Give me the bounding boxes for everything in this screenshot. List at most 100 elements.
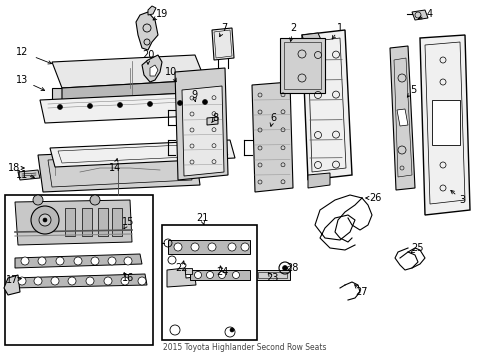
Text: 18: 18: [8, 163, 20, 173]
Polygon shape: [40, 92, 215, 123]
Text: 15: 15: [122, 217, 134, 227]
Bar: [258, 272, 286, 278]
Text: 3: 3: [458, 195, 464, 205]
Bar: [98, 208, 108, 236]
Polygon shape: [302, 30, 351, 180]
Circle shape: [229, 328, 234, 332]
Text: 22: 22: [175, 263, 188, 273]
Text: 4: 4: [426, 9, 432, 19]
Text: 11: 11: [16, 170, 28, 180]
Polygon shape: [411, 10, 427, 20]
Polygon shape: [12, 274, 147, 288]
Circle shape: [207, 243, 216, 251]
Bar: [168, 240, 249, 254]
Circle shape: [58, 104, 62, 109]
Circle shape: [121, 277, 129, 285]
Bar: [190, 270, 249, 280]
Circle shape: [34, 277, 42, 285]
Bar: [280, 38, 325, 93]
Polygon shape: [206, 117, 218, 125]
Text: 24: 24: [215, 267, 228, 277]
Circle shape: [241, 243, 248, 251]
Polygon shape: [396, 109, 407, 126]
Circle shape: [91, 257, 99, 265]
Circle shape: [117, 103, 122, 108]
Circle shape: [87, 104, 92, 108]
Polygon shape: [182, 86, 224, 176]
Circle shape: [104, 277, 112, 285]
Circle shape: [174, 243, 182, 251]
Text: 27: 27: [355, 287, 367, 297]
Text: 14: 14: [109, 163, 121, 173]
Polygon shape: [302, 33, 321, 44]
Bar: [254, 270, 289, 280]
Circle shape: [90, 195, 100, 205]
Polygon shape: [15, 200, 132, 245]
Text: 20: 20: [142, 50, 154, 60]
Text: 16: 16: [122, 273, 134, 283]
Circle shape: [191, 243, 199, 251]
Text: 25: 25: [411, 243, 424, 253]
Text: 5: 5: [409, 85, 415, 95]
Polygon shape: [251, 82, 292, 192]
Bar: [162, 225, 257, 340]
Circle shape: [202, 99, 207, 104]
Bar: [65, 208, 75, 236]
Polygon shape: [307, 173, 329, 188]
Text: 6: 6: [269, 113, 276, 123]
Circle shape: [227, 243, 236, 251]
Polygon shape: [167, 268, 196, 287]
Text: 17: 17: [6, 275, 18, 285]
Text: 8: 8: [211, 113, 218, 123]
Polygon shape: [212, 28, 234, 60]
Circle shape: [18, 277, 26, 285]
Circle shape: [86, 277, 94, 285]
Polygon shape: [52, 55, 204, 88]
Polygon shape: [50, 140, 235, 167]
Polygon shape: [62, 80, 204, 100]
Circle shape: [168, 256, 176, 264]
Circle shape: [177, 100, 182, 105]
Circle shape: [56, 257, 64, 265]
Polygon shape: [15, 254, 142, 268]
Circle shape: [194, 271, 201, 279]
Polygon shape: [52, 88, 62, 100]
Text: 21: 21: [195, 213, 208, 223]
Bar: [5, 195, 153, 345]
Polygon shape: [184, 268, 192, 274]
Circle shape: [218, 271, 225, 279]
Polygon shape: [419, 35, 469, 215]
Text: 10: 10: [164, 67, 177, 77]
Text: 26: 26: [368, 193, 381, 203]
Circle shape: [31, 206, 59, 234]
Circle shape: [74, 257, 82, 265]
Circle shape: [108, 257, 116, 265]
Polygon shape: [38, 148, 200, 192]
Polygon shape: [389, 46, 414, 190]
Circle shape: [51, 277, 59, 285]
Text: 7: 7: [221, 23, 226, 33]
Polygon shape: [175, 68, 227, 180]
Polygon shape: [4, 275, 20, 295]
Polygon shape: [136, 12, 158, 50]
Circle shape: [38, 257, 46, 265]
Circle shape: [206, 271, 213, 279]
Polygon shape: [18, 170, 40, 180]
Circle shape: [124, 257, 132, 265]
Polygon shape: [150, 65, 158, 76]
Bar: [284, 42, 320, 89]
Text: 2: 2: [289, 23, 296, 33]
Text: 2015 Toyota Highlander Second Row Seats: 2015 Toyota Highlander Second Row Seats: [163, 343, 325, 352]
Text: 1: 1: [336, 23, 343, 33]
Circle shape: [39, 214, 51, 226]
Text: 9: 9: [190, 90, 197, 100]
Bar: [82, 208, 92, 236]
Bar: [112, 208, 122, 236]
Text: 13: 13: [16, 75, 28, 85]
Circle shape: [138, 277, 146, 285]
Circle shape: [282, 266, 287, 270]
Circle shape: [21, 257, 29, 265]
Text: 23: 23: [265, 273, 278, 283]
Text: 28: 28: [285, 263, 298, 273]
Bar: [431, 100, 459, 145]
